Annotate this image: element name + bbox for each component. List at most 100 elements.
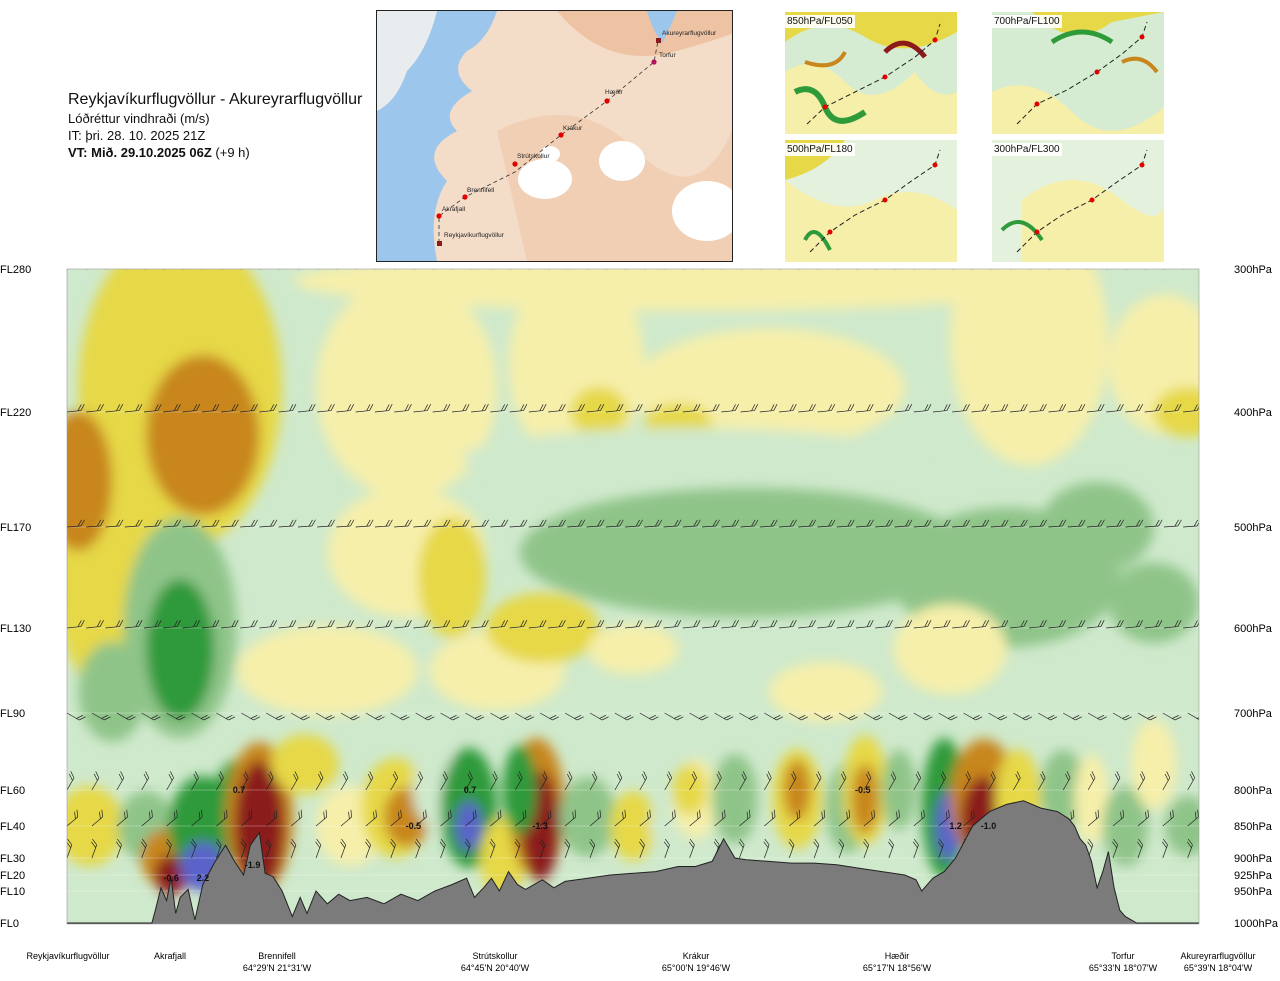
- wind-barb: [1048, 403, 1067, 413]
- thumbnail-700hpa[interactable]: 700hPa/FL100: [992, 12, 1164, 134]
- wind-barb: [813, 809, 826, 827]
- wind-barb: [625, 619, 643, 629]
- field-contour: [851, 764, 879, 834]
- wind-barb: [664, 712, 684, 721]
- wind-barb: [91, 712, 111, 721]
- value-label: -0.6: [163, 873, 179, 883]
- wind-barb: [1037, 771, 1046, 791]
- wind-barb: [509, 403, 528, 413]
- wind-barb: [514, 838, 521, 859]
- waypoint-marker: [462, 194, 468, 200]
- wind-barb: [105, 619, 124, 629]
- wind-barb: [465, 712, 485, 721]
- wind-barb: [644, 619, 662, 629]
- wind-barb: [564, 838, 571, 859]
- wind-barb: [1187, 712, 1199, 721]
- wind-barb: [266, 712, 285, 721]
- wind-barb: [664, 809, 676, 827]
- wind-barb: [1067, 519, 1086, 528]
- field-contour: [949, 739, 1018, 859]
- field-contour: [1108, 294, 1199, 435]
- field-contour: [1108, 562, 1199, 643]
- thumbnail-500hpa[interactable]: 500hPa/FL180: [785, 140, 957, 262]
- wind-barb: [1086, 403, 1105, 413]
- field-contour: [1040, 750, 1086, 830]
- thumbnail-850hpa[interactable]: 850hPa/FL050: [785, 12, 957, 134]
- wind-barb: [1067, 619, 1086, 629]
- wind-barb: [888, 712, 908, 721]
- value-label: -1.0: [981, 821, 997, 831]
- wind-barb: [220, 403, 239, 413]
- thumbnail-300hpa[interactable]: 300hPa/FL300: [992, 140, 1164, 262]
- wind-barb: [336, 519, 355, 528]
- wind-barb: [451, 403, 470, 413]
- wind-barb: [1137, 712, 1157, 721]
- wind-barb: [1163, 403, 1182, 413]
- wind-barb: [163, 519, 182, 528]
- value-label: -0.5: [406, 821, 422, 831]
- wind-barb: [317, 269, 332, 270]
- wind-barb: [390, 809, 402, 827]
- y-axis-left-tick: FL60: [0, 785, 25, 797]
- field-contour: [644, 403, 713, 444]
- wind-barb: [798, 519, 817, 528]
- wind-barb: [817, 403, 836, 413]
- thumbnail-label: 700hPa/FL100: [992, 15, 1062, 28]
- y-axis-left-tick: FL90: [0, 708, 25, 720]
- wind-barb: [738, 838, 745, 859]
- wind-barb: [759, 403, 778, 413]
- wind-barb: [605, 619, 624, 629]
- wind-barb: [1013, 809, 1025, 827]
- wind-barb: [682, 403, 701, 413]
- wind-barb: [1144, 519, 1163, 528]
- wind-barb: [817, 619, 836, 629]
- wind-barb: [241, 771, 249, 791]
- wind-barb: [888, 809, 900, 827]
- wind-barb: [894, 403, 913, 413]
- y-axis-right-tick: 900hPa: [1234, 853, 1273, 865]
- wind-barb: [451, 519, 470, 528]
- wind-barb: [682, 619, 701, 629]
- value-label: 1.2: [949, 821, 962, 831]
- wind-barb: [855, 403, 874, 413]
- wind-barb: [548, 403, 566, 413]
- wind-barb: [739, 809, 751, 827]
- wind-barb: [938, 809, 950, 827]
- wind-barb: [315, 809, 328, 827]
- wind-barb: [740, 403, 759, 413]
- wind-barb: [290, 809, 303, 827]
- wind-barb: [389, 838, 396, 859]
- map-highland: [557, 11, 732, 56]
- wind-barb: [689, 809, 701, 827]
- wind-barb: [817, 519, 836, 528]
- wind-barb: [971, 519, 990, 528]
- wind-barb: [490, 519, 509, 528]
- wind-barb: [240, 403, 258, 413]
- waypoint-marker: [604, 98, 610, 104]
- airport-marker: [656, 38, 661, 43]
- wind-barb: [394, 403, 412, 413]
- wind-barb: [813, 838, 820, 859]
- wind-barb: [1062, 838, 1069, 859]
- wind-barb: [86, 269, 101, 270]
- wind-barb: [913, 619, 932, 629]
- x-station-coord: 64°29'N 21°31'W: [243, 963, 312, 973]
- thumbnail-map: [992, 12, 1164, 134]
- wind-barb: [987, 838, 994, 859]
- x-station-name: Krákur: [683, 951, 710, 961]
- wind-barb: [952, 519, 971, 528]
- wind-barb: [191, 771, 199, 791]
- wind-barb: [1087, 838, 1094, 859]
- wind-barb: [1162, 771, 1171, 791]
- y-axis-right-tick: 800hPa: [1234, 785, 1273, 797]
- wind-barb: [163, 403, 181, 413]
- wind-barb: [374, 403, 393, 413]
- wind-barb: [259, 403, 278, 413]
- wind-barb: [567, 403, 585, 413]
- wind-barb: [490, 619, 508, 629]
- wind-barb: [432, 519, 451, 528]
- wind-barb: [739, 712, 759, 721]
- wind-barb: [297, 619, 316, 629]
- glacier: [599, 141, 645, 181]
- value-label: -1.3: [532, 821, 548, 831]
